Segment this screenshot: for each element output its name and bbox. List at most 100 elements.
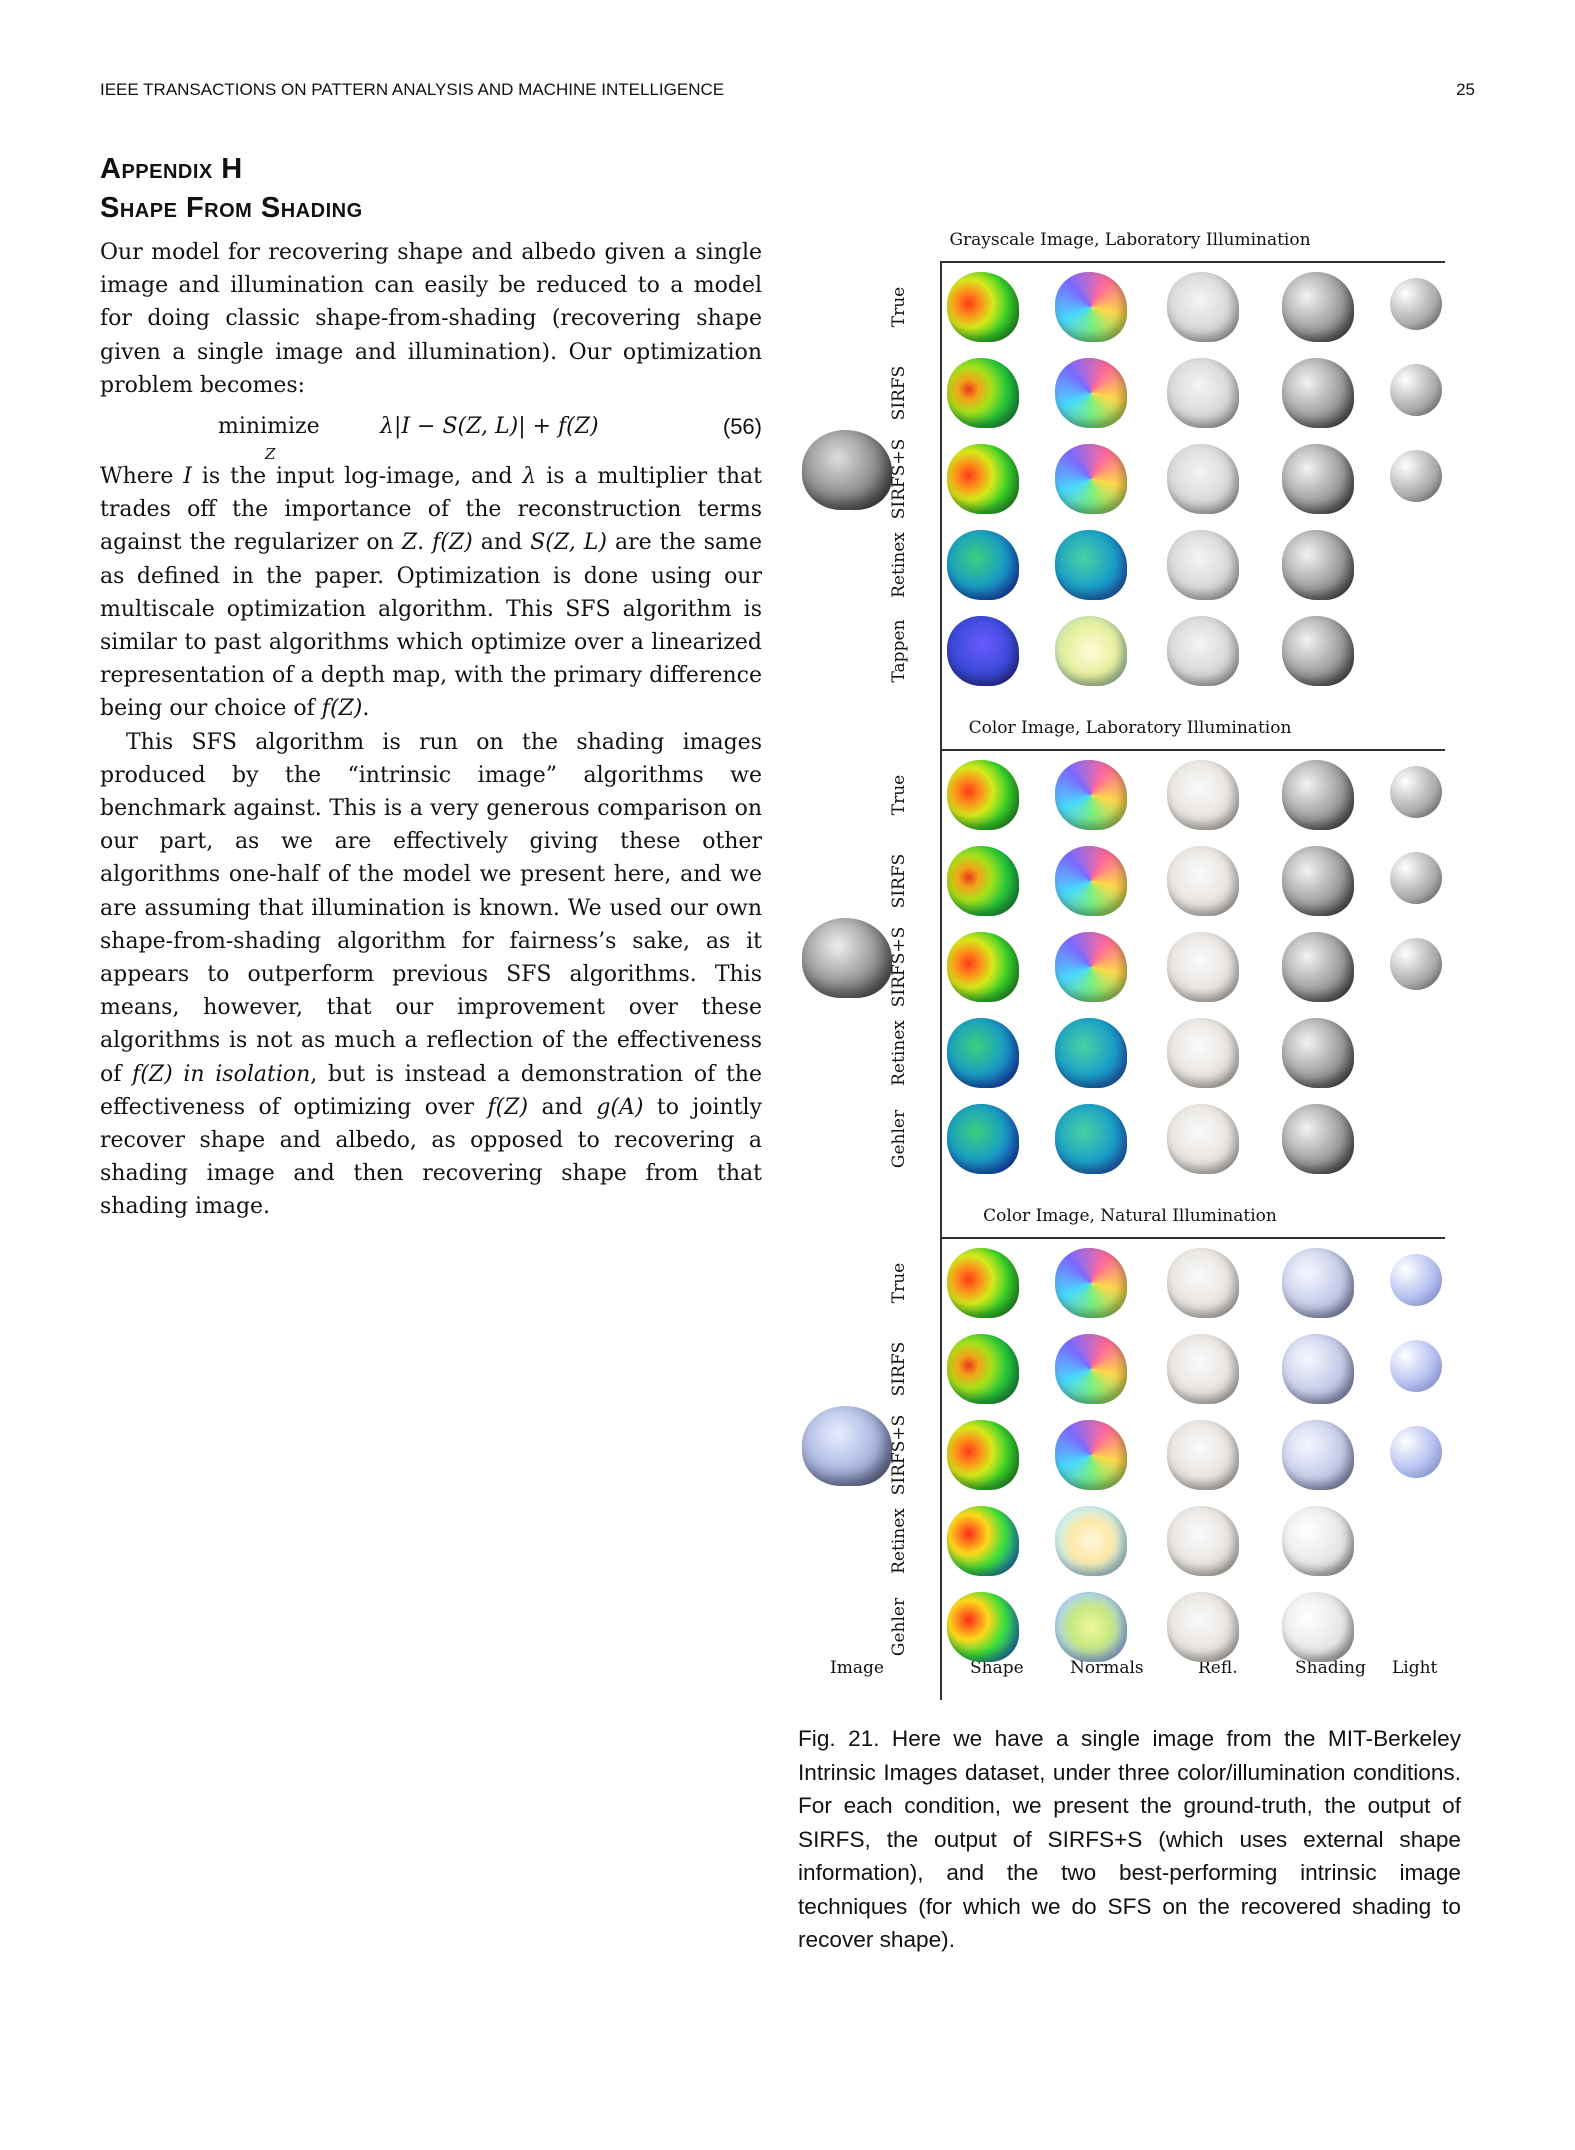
panel-title: Color Image, Laboratory Illumination: [968, 718, 1292, 738]
reflectance-thumb: [1167, 932, 1239, 1002]
reflectance-thumb: [1167, 1592, 1239, 1662]
equation-operator: minimize: [218, 414, 320, 440]
row-label: True: [889, 286, 909, 328]
reflectance-thumb: [1167, 1104, 1239, 1174]
figure-row: Gehler: [800, 1586, 1475, 1668]
equation-subscript: Z: [265, 445, 276, 464]
normals-thumb: [1055, 358, 1127, 428]
row-label: SIRFS+S: [889, 1414, 909, 1496]
figure-row: SIRFS: [800, 840, 1475, 922]
paragraph-definitions: Where I is the input log-image, and λ is…: [100, 464, 762, 722]
light-sphere: [1390, 1254, 1442, 1306]
shading-thumb: [1282, 444, 1354, 514]
shading-thumb: [1282, 846, 1354, 916]
column-label-refl: Refl.: [1198, 1658, 1238, 1678]
shading-thumb: [1282, 1334, 1354, 1404]
equation-number: (56): [722, 414, 762, 440]
body-text-column: Our model for recovering shape and albed…: [100, 236, 762, 1224]
figure-row: SIRFS: [800, 1328, 1475, 1410]
reflectance-thumb: [1167, 530, 1239, 600]
figure-row: Retinex: [800, 524, 1475, 606]
row-label: SIRFS: [889, 853, 909, 909]
shading-thumb: [1282, 1104, 1354, 1174]
reflectance-thumb: [1167, 846, 1239, 916]
reflectance-thumb: [1167, 1248, 1239, 1318]
normals-thumb: [1055, 1592, 1127, 1662]
input-image: [802, 918, 892, 998]
row-label: SIRFS: [889, 365, 909, 421]
row-label: Tappen: [889, 619, 909, 683]
input-image: [802, 1406, 892, 1486]
shading-thumb: [1282, 1018, 1354, 1088]
row-label: Retinex: [889, 1508, 909, 1574]
appendix-subtitle: Shape From Shading: [100, 192, 363, 224]
shape-thumb: [947, 272, 1019, 342]
reflectance-thumb: [1167, 616, 1239, 686]
reflectance-thumb: [1167, 444, 1239, 514]
panel-rule: [940, 1237, 1445, 1239]
shading-thumb: [1282, 530, 1354, 600]
row-label: True: [889, 1262, 909, 1304]
shape-thumb: [947, 932, 1019, 1002]
panel-rule: [940, 261, 1445, 263]
row-label: SIRFS+S: [889, 926, 909, 1008]
light-sphere: [1390, 364, 1442, 416]
figure-row: Retinex: [800, 1500, 1475, 1582]
figure-row: Gehler: [800, 1098, 1475, 1180]
figure-axis-line: [940, 262, 942, 1700]
page-number: 25: [1456, 80, 1475, 99]
shading-thumb: [1282, 616, 1354, 686]
figure-row: Retinex: [800, 1012, 1475, 1094]
row-label: SIRFS+S: [889, 438, 909, 520]
panel-title: Color Image, Natural Illumination: [983, 1206, 1277, 1226]
row-label: Gehler: [889, 1597, 909, 1657]
paragraph-sfs-benchmark: This SFS algorithm is run on the shading…: [100, 729, 763, 1220]
shape-thumb: [947, 1334, 1019, 1404]
shading-thumb: [1282, 1248, 1354, 1318]
row-label: Retinex: [889, 1020, 909, 1086]
normals-thumb: [1055, 1506, 1127, 1576]
reflectance-thumb: [1167, 760, 1239, 830]
light-sphere: [1390, 938, 1442, 990]
row-label: True: [889, 774, 909, 816]
shape-thumb: [947, 616, 1019, 686]
light-sphere: [1390, 766, 1442, 818]
reflectance-thumb: [1167, 358, 1239, 428]
light-sphere: [1390, 852, 1442, 904]
figure-row: SIRFS+S: [800, 438, 1475, 520]
normals-thumb: [1055, 1420, 1127, 1490]
figure-row: True: [800, 266, 1475, 348]
figure-row: SIRFS+S: [800, 926, 1475, 1008]
paragraph-intro: Our model for recovering shape and albed…: [100, 240, 762, 398]
shape-thumb: [947, 1592, 1019, 1662]
column-label-shape: Shape: [970, 1658, 1024, 1678]
light-sphere: [1390, 1426, 1442, 1478]
normals-thumb: [1055, 1334, 1127, 1404]
page-header: IEEE TRANSACTIONS ON PATTERN ANALYSIS AN…: [100, 80, 1475, 102]
reflectance-thumb: [1167, 1506, 1239, 1576]
section-heading: Appendix H Shape From Shading: [100, 150, 363, 228]
panel-rule: [940, 749, 1445, 751]
shading-thumb: [1282, 272, 1354, 342]
shading-thumb: [1282, 1592, 1354, 1662]
figure-caption: Fig. 21. Here we have a single image fro…: [798, 1726, 1461, 1952]
normals-thumb: [1055, 1248, 1127, 1318]
column-label-shading: Shading: [1295, 1658, 1366, 1678]
shape-thumb: [947, 1018, 1019, 1088]
column-label-normals: Normals: [1070, 1658, 1144, 1678]
reflectance-thumb: [1167, 1018, 1239, 1088]
shading-thumb: [1282, 1420, 1354, 1490]
input-image: [802, 430, 892, 510]
row-label: Gehler: [889, 1109, 909, 1169]
shading-thumb: [1282, 760, 1354, 830]
normals-thumb: [1055, 272, 1127, 342]
row-label: SIRFS: [889, 1341, 909, 1397]
figure-21: Image Shape Normals Refl. Shading Light …: [800, 230, 1475, 1720]
shape-thumb: [947, 1248, 1019, 1318]
normals-thumb: [1055, 932, 1127, 1002]
shape-thumb: [947, 1420, 1019, 1490]
shading-thumb: [1282, 358, 1354, 428]
shape-thumb: [947, 444, 1019, 514]
light-sphere: [1390, 450, 1442, 502]
figure-row: True: [800, 1242, 1475, 1324]
